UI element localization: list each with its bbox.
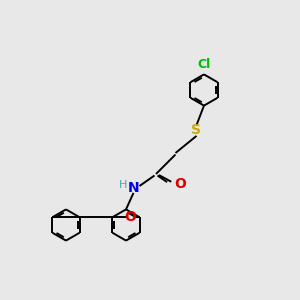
Text: O: O [124, 210, 136, 224]
Text: H: H [118, 179, 127, 190]
Text: O: O [174, 178, 186, 191]
Text: Cl: Cl [197, 58, 211, 71]
Text: N: N [128, 181, 139, 194]
Text: S: S [191, 124, 202, 137]
